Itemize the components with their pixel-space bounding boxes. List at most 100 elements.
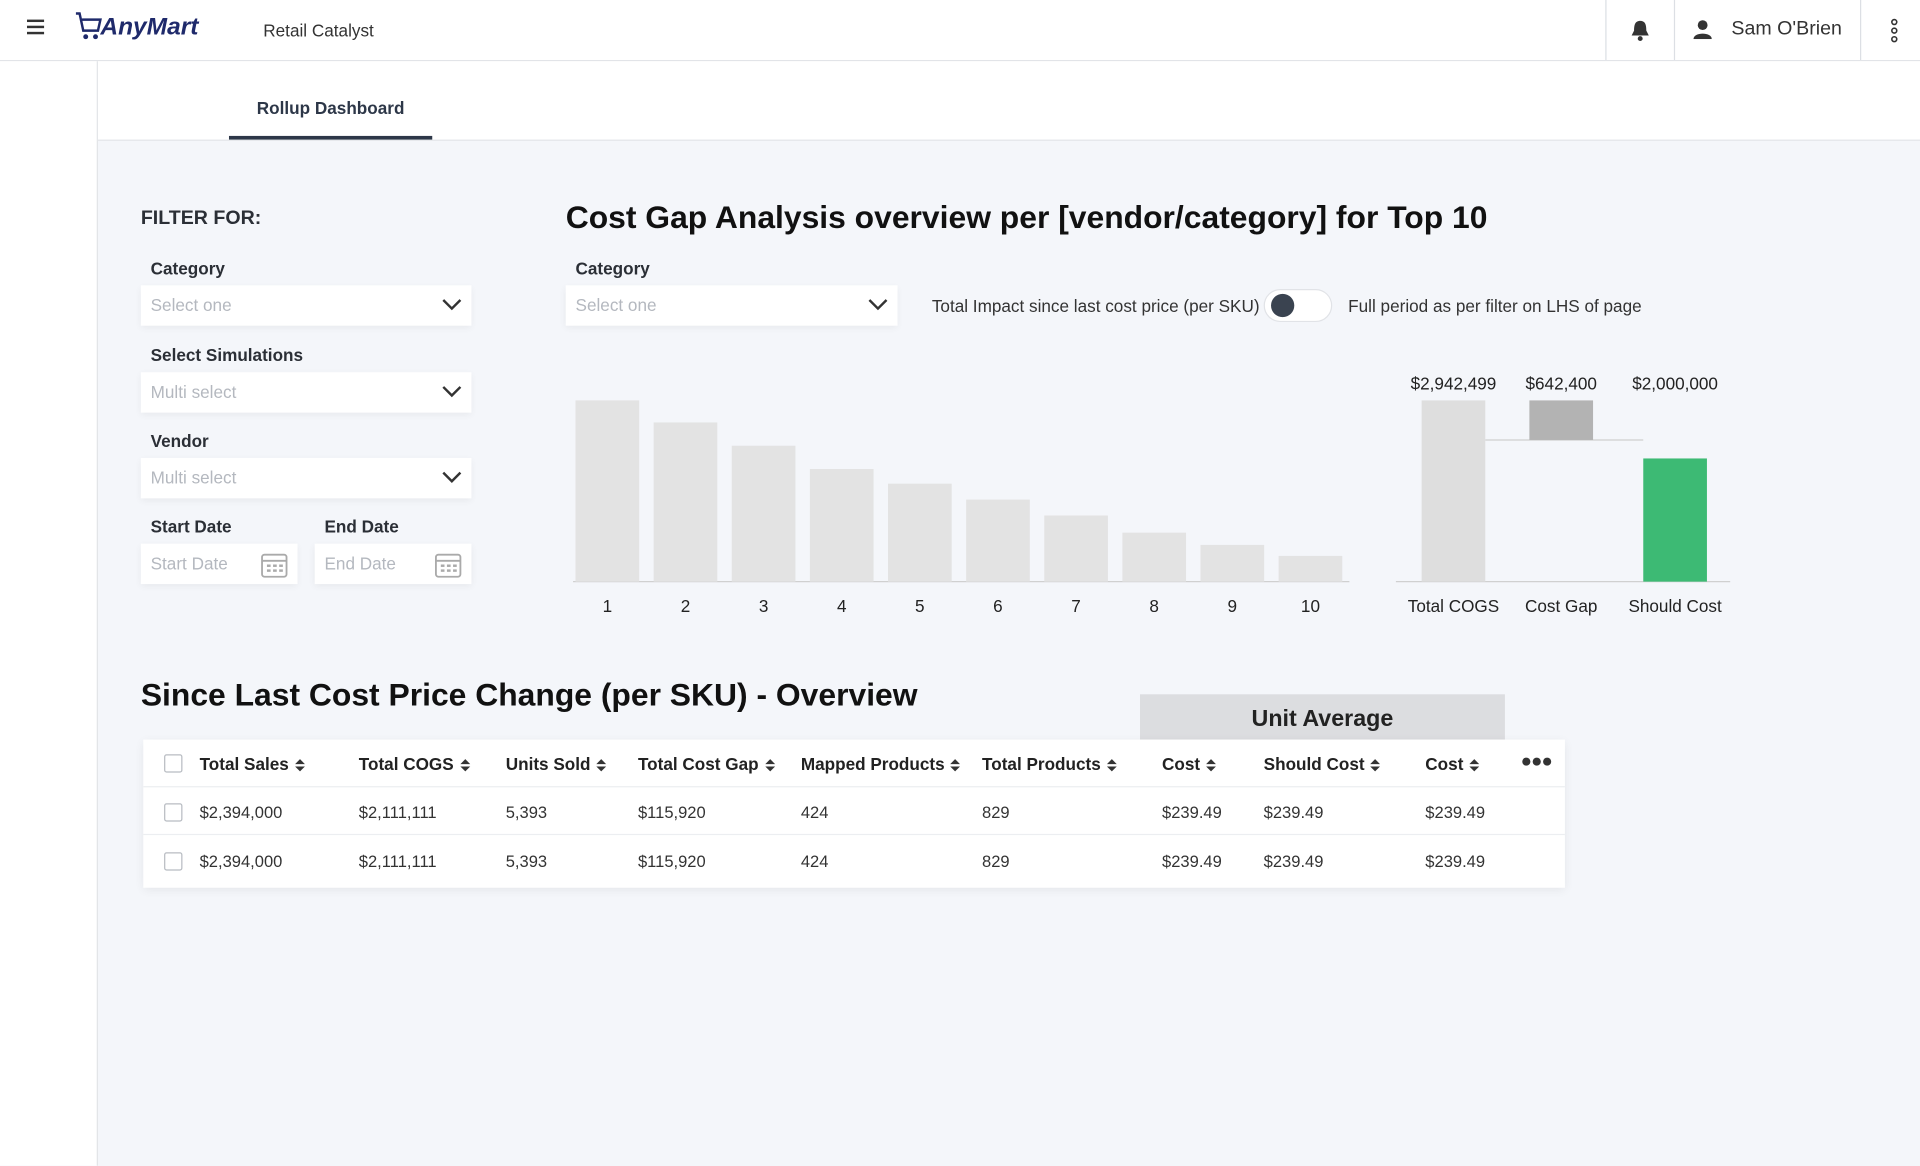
select[interactable]: Multi select: [140, 371, 472, 413]
toggle-knob: [1271, 293, 1295, 318]
column-header[interactable]: Total Sales: [200, 754, 305, 774]
x-tick-label: 2: [681, 596, 691, 616]
value-label: $2,942,499: [1411, 373, 1497, 393]
x-tick-label: 5: [915, 596, 925, 616]
bar: [1044, 515, 1108, 582]
start-date-input[interactable]: Start Date: [140, 543, 298, 585]
sort-icon: [950, 759, 961, 772]
table-cell: 424: [800, 852, 829, 871]
divider: [1605, 0, 1607, 61]
table-cell: 5,393: [505, 803, 548, 822]
column-header-text: Units Sold: [505, 754, 591, 774]
chevron: [868, 299, 888, 311]
tab[interactable]: Rollup Dashboard: [228, 61, 433, 140]
column-header[interactable]: Units Sold: [506, 754, 607, 774]
x-tick-label: 7: [1071, 596, 1081, 616]
user-name[interactable]: Sam O'Brien: [1731, 18, 1842, 40]
toggle-right-label: Full period as per filter on LHS of page: [1348, 296, 1642, 316]
table-cell: $239.49: [1162, 852, 1222, 871]
bar: [575, 400, 640, 582]
chevron: [442, 385, 462, 397]
field-label: Vendor: [150, 431, 209, 451]
column-header[interactable]: Mapped Products: [801, 754, 961, 774]
select[interactable]: Select one: [140, 285, 472, 326]
table-cell: $2,111,111: [358, 803, 437, 822]
table-cell: 829: [982, 852, 1010, 871]
data-table: Total Sales Total COGS Units Sold Total Cos…: [143, 739, 1565, 888]
bar: [966, 499, 1030, 582]
sort-icon: [459, 759, 470, 772]
end-date-input[interactable]: End Date: [314, 543, 472, 585]
category-select[interactable]: Select one: [565, 285, 898, 326]
checkbox[interactable]: [164, 852, 183, 871]
end-date-label: End Date: [324, 516, 399, 537]
placeholder: Multi select: [150, 467, 237, 488]
bar: [1200, 544, 1265, 582]
table-cell: $115,920: [637, 803, 706, 822]
column-header-text: Mapped Products: [800, 754, 945, 774]
table-cell: $2,394,000: [199, 803, 283, 822]
sort-icon: [1370, 759, 1381, 772]
column-header[interactable]: Total Cost Gap: [638, 754, 775, 774]
placeholder: Multi select: [150, 381, 237, 402]
checkbox[interactable]: [164, 803, 183, 822]
field-label: Select Simulations: [150, 344, 304, 365]
row-divider: [143, 833, 1565, 836]
column-header[interactable]: Cost: [1162, 754, 1217, 774]
table-cell: $115,920: [637, 852, 706, 871]
sort-icon: [1106, 759, 1117, 772]
x-tick-label: Cost Gap: [1525, 596, 1597, 616]
row-divider: [143, 786, 1565, 788]
waterfall-chart: $2,942,499 Total COGS $642,400 Cost Gap $2,0…: [1395, 373, 1731, 616]
logo[interactable]: AnyMart: [100, 13, 199, 41]
placeholder: End Date: [324, 553, 396, 574]
bar: [653, 422, 718, 582]
table-cell: $239.49: [1263, 852, 1324, 871]
column-header[interactable]: Cost: [1425, 754, 1480, 774]
bar: [1643, 458, 1707, 582]
group-header: Unit Average: [1140, 694, 1505, 740]
field-label: Category: [150, 258, 225, 278]
x-tick-label: 1: [603, 596, 613, 616]
table-cell: $239.49: [1263, 803, 1324, 822]
bar: [809, 468, 874, 582]
placeholder: Select one: [150, 295, 232, 315]
more-menu-button[interactable]: [1889, 18, 1899, 43]
chevron: [442, 471, 462, 483]
toggle[interactable]: [1263, 288, 1333, 323]
bar: [731, 445, 796, 582]
sort-icon: [596, 759, 607, 772]
notifications-button[interactable]: [1630, 20, 1651, 42]
x-tick-label: Should Cost: [1628, 596, 1722, 616]
column-header[interactable]: Total Products: [982, 754, 1117, 774]
bar-chart: 1 2 3 4 5 6 7 8 9 10: [573, 400, 1350, 616]
divider: [1860, 0, 1862, 61]
menu-button[interactable]: [26, 18, 47, 38]
x-tick-label: 3: [759, 596, 769, 616]
value-label: $642,400: [1526, 373, 1597, 393]
chart-title: Cost Gap Analysis overview per [vendor/c…: [565, 198, 1488, 236]
x-tick-label: 8: [1149, 596, 1159, 616]
top-bar: AnyMart Retail Catalyst Sam O'Brien: [0, 0, 1920, 62]
column-options-button[interactable]: [1522, 757, 1552, 767]
table-cell: 829: [982, 803, 1010, 822]
column-header-text: Should Cost: [1263, 754, 1365, 774]
table-cell: $2,111,111: [358, 852, 437, 871]
table-cell: 5,393: [505, 852, 548, 871]
column-header-text: Cost: [1425, 754, 1464, 774]
select[interactable]: Multi select: [140, 457, 472, 499]
column-header[interactable]: Should Cost: [1264, 754, 1381, 774]
sort-icon: [764, 759, 775, 772]
calendar-icon: [261, 553, 288, 578]
column-header[interactable]: Total COGS: [359, 754, 470, 774]
checkbox[interactable]: [164, 754, 183, 773]
bar: [1529, 400, 1594, 440]
sort-icon: [1206, 759, 1217, 772]
bar: [1122, 532, 1187, 582]
table-cell: 424: [800, 803, 829, 822]
column-header-text: Total Products: [982, 754, 1101, 774]
table-cell: $2,394,000: [199, 852, 283, 871]
category-label: Category: [575, 258, 650, 278]
